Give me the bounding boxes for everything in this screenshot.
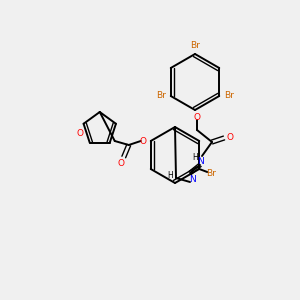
Text: H: H xyxy=(192,154,198,163)
Text: O: O xyxy=(194,113,200,122)
Text: H: H xyxy=(167,172,173,181)
Text: N: N xyxy=(189,176,195,184)
Text: Br: Br xyxy=(190,41,200,50)
Text: O: O xyxy=(76,129,83,138)
Text: O: O xyxy=(117,160,124,169)
Text: O: O xyxy=(139,136,146,146)
Text: O: O xyxy=(226,134,233,142)
Text: Br: Br xyxy=(206,169,216,178)
Text: N: N xyxy=(196,158,203,166)
Text: Br: Br xyxy=(224,92,234,100)
Text: Br: Br xyxy=(156,92,166,100)
